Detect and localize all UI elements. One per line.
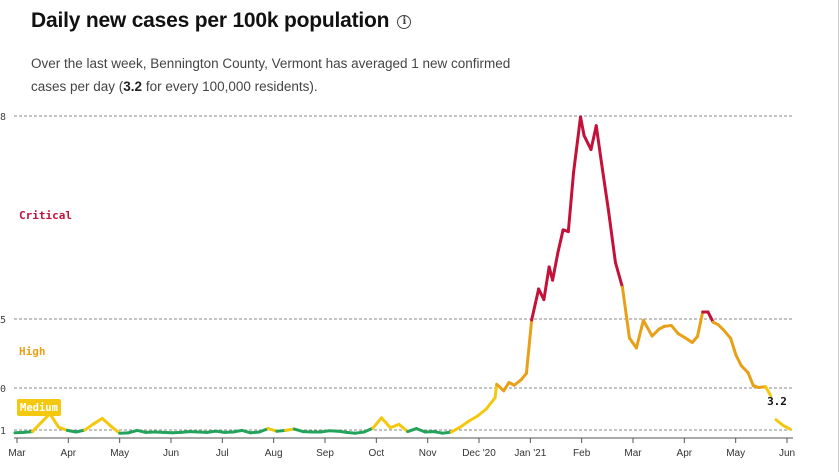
series-segment (739, 363, 750, 375)
series-segment (476, 407, 488, 418)
series-segment (556, 228, 565, 255)
x-tick-label: Apr (677, 448, 693, 459)
series-segment (126, 428, 139, 435)
series-segment (722, 328, 733, 340)
chart-title-text: Daily new cases per 100k population (31, 9, 390, 32)
series-segment (524, 318, 534, 375)
series-segment (764, 385, 773, 398)
info-icon[interactable]: i (397, 15, 412, 29)
x-tick-label: Apr (61, 448, 77, 459)
chart-title: Daily new cases per 100k population i (31, 9, 412, 33)
series-segment (467, 414, 480, 423)
x-tick-label: Oct (369, 448, 385, 459)
series-segment (566, 170, 576, 234)
series-segment (371, 416, 384, 430)
series-segment (257, 427, 270, 434)
x-tick-label: Mar (624, 448, 642, 459)
series-segment (292, 427, 305, 434)
chart-description: Over the last week, Bennington County, V… (31, 52, 531, 98)
x-tick-label: Jan '21 (514, 448, 546, 459)
current-value-label: 3.2 (767, 395, 787, 408)
series-segment (641, 318, 654, 338)
series-segment (627, 336, 638, 350)
series-segment (669, 323, 680, 336)
series-segment (746, 371, 755, 388)
y-tick-label: 8 (0, 112, 6, 123)
series-segment (109, 424, 122, 435)
series-segment (530, 287, 541, 322)
series-segment (551, 251, 560, 282)
risk-level-label-high: High (19, 345, 46, 358)
series-segment (634, 318, 645, 350)
x-tick-label: Jun (779, 448, 795, 459)
series-segment (414, 427, 427, 434)
series-segment (240, 428, 253, 435)
series-segment (388, 422, 401, 430)
risk-level-label-medium: Medium (20, 402, 58, 414)
series-segment (493, 382, 499, 400)
y-tick-label: 5 (0, 315, 6, 326)
series-segment (572, 115, 583, 174)
series-segment (266, 427, 279, 433)
series-segment (397, 422, 410, 434)
series-segment (695, 310, 705, 338)
x-tick-label: Sep (316, 448, 334, 459)
series-segment (606, 208, 617, 265)
series-segment (57, 425, 69, 432)
series-segment (706, 310, 715, 324)
series-segment (406, 427, 418, 434)
description-text-start: Over the last week, Bennington County, V… (31, 56, 511, 94)
series-segment (48, 412, 61, 429)
series-segment (582, 133, 593, 152)
series-segment (484, 396, 497, 411)
description-highlight-value: 3.2 (123, 79, 143, 94)
series-segment (502, 380, 511, 393)
series-segment (542, 265, 551, 302)
series-segment (92, 416, 104, 426)
series-segment (495, 382, 506, 393)
series-segment (100, 416, 113, 428)
series-segment (380, 416, 392, 430)
series-segment (579, 115, 586, 137)
y-tick-label: 1 (0, 426, 6, 437)
series-segment (729, 336, 738, 357)
series-segment (83, 422, 96, 432)
series-segment (30, 421, 43, 434)
series-segment (39, 412, 52, 425)
series-segment (594, 124, 603, 165)
risk-level-badge-medium (17, 399, 61, 416)
series-segment (650, 327, 661, 338)
x-tick-label: Mar (8, 448, 26, 459)
x-tick-label: Aug (265, 448, 283, 459)
y-tick-label: 0 (0, 384, 6, 395)
series-segment (362, 426, 375, 434)
x-tick-label: May (110, 448, 129, 459)
series-segment (599, 161, 610, 212)
x-tick-label: Dec '20 (462, 448, 496, 459)
description-text-end: for every 100,000 residents). (142, 79, 318, 94)
series-segment (734, 353, 743, 367)
x-tick-label: Jun (163, 448, 179, 459)
risk-level-label-critical: Critical (19, 209, 72, 222)
series-segment (449, 425, 462, 434)
series-segment (613, 261, 624, 289)
series-segment (620, 285, 631, 340)
x-tick-label: Feb (573, 448, 591, 459)
x-tick-label: Jul (216, 448, 229, 459)
x-tick-label: Nov (419, 448, 437, 459)
series-segment (458, 419, 471, 429)
series-segment (781, 423, 792, 431)
x-tick-label: May (726, 448, 745, 459)
